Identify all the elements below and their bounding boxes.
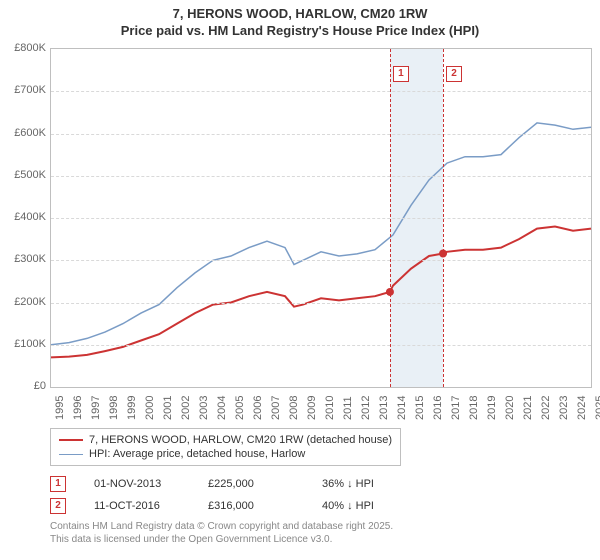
y-axis-label: £600K [2, 127, 46, 139]
transactions-table: 1 01-NOV-2013 £225,000 36% ↓ HPI 2 11-OCT-201… [50, 473, 408, 517]
x-axis-label: 2021 [522, 396, 534, 420]
event-marker: 1 [393, 66, 409, 82]
x-axis-label: 1996 [72, 396, 84, 420]
attribution-line2: This data is licensed under the Open Gov… [50, 534, 332, 545]
attribution: Contains HM Land Registry data © Crown c… [50, 520, 393, 546]
legend: 7, HERONS WOOD, HARLOW, CM20 1RW (detach… [50, 428, 401, 466]
title-line1: 7, HERONS WOOD, HARLOW, CM20 1RW [173, 6, 428, 21]
transaction-date: 11-OCT-2016 [94, 500, 180, 512]
y-axis-label: £100K [2, 338, 46, 350]
y-axis-label: £400K [2, 211, 46, 223]
y-axis-label: £300K [2, 253, 46, 265]
x-axis-label: 2020 [504, 396, 516, 420]
transaction-diff: 40% ↓ HPI [322, 500, 408, 512]
x-axis-label: 2022 [540, 396, 552, 420]
transaction-date: 01-NOV-2013 [94, 478, 180, 490]
y-axis-label: £800K [2, 42, 46, 54]
y-axis-label: £500K [2, 169, 46, 181]
attribution-line1: Contains HM Land Registry data © Crown c… [50, 521, 393, 532]
transaction-marker: 1 [50, 476, 66, 492]
x-axis-label: 2009 [306, 396, 318, 420]
title-line2: Price paid vs. HM Land Registry's House … [121, 23, 480, 38]
x-axis-label: 1997 [90, 396, 102, 420]
transaction-row: 2 11-OCT-2016 £316,000 40% ↓ HPI [50, 495, 408, 517]
legend-swatch [59, 454, 83, 455]
legend-item: 7, HERONS WOOD, HARLOW, CM20 1RW (detach… [59, 433, 392, 447]
x-axis-label: 2000 [144, 396, 156, 420]
chart-title: 7, HERONS WOOD, HARLOW, CM20 1RW Price p… [0, 0, 600, 40]
x-axis-label: 2011 [342, 396, 354, 420]
x-axis-label: 2023 [558, 396, 570, 420]
x-axis-label: 1999 [126, 396, 138, 420]
x-axis-label: 2003 [198, 396, 210, 420]
x-axis-label: 2018 [468, 396, 480, 420]
x-axis-label: 2005 [234, 396, 246, 420]
x-axis-label: 2025 [594, 396, 600, 420]
transaction-marker: 2 [50, 498, 66, 514]
transaction-row: 1 01-NOV-2013 £225,000 36% ↓ HPI [50, 473, 408, 495]
x-axis-label: 2006 [252, 396, 264, 420]
event-marker: 2 [446, 66, 462, 82]
legend-label: HPI: Average price, detached house, Harl… [89, 448, 305, 460]
x-axis-label: 2017 [450, 396, 462, 420]
transaction-price: £316,000 [208, 500, 294, 512]
x-axis-label: 2002 [180, 396, 192, 420]
x-axis-label: 2015 [414, 396, 426, 420]
x-axis-label: 2001 [162, 396, 174, 420]
x-axis-label: 2024 [576, 396, 588, 420]
x-axis-label: 1998 [108, 396, 120, 420]
x-axis-label: 2016 [432, 396, 444, 420]
y-axis-label: £0 [2, 380, 46, 392]
x-axis-label: 2010 [324, 396, 336, 420]
chart-area [50, 48, 592, 388]
legend-item: HPI: Average price, detached house, Harl… [59, 447, 392, 461]
x-axis-label: 2019 [486, 396, 498, 420]
legend-label: 7, HERONS WOOD, HARLOW, CM20 1RW (detach… [89, 434, 392, 446]
y-axis-label: £700K [2, 84, 46, 96]
x-axis-label: 2004 [216, 396, 228, 420]
transaction-diff: 36% ↓ HPI [322, 478, 408, 490]
x-axis-label: 2008 [288, 396, 300, 420]
series-hpi [51, 123, 591, 345]
x-axis-label: 1995 [54, 396, 66, 420]
x-axis-label: 2012 [360, 396, 372, 420]
transaction-price: £225,000 [208, 478, 294, 490]
legend-swatch [59, 439, 83, 441]
x-axis-label: 2013 [378, 396, 390, 420]
series-price_paid [51, 227, 591, 358]
y-axis-label: £200K [2, 296, 46, 308]
x-axis-label: 2007 [270, 396, 282, 420]
x-axis-label: 2014 [396, 396, 408, 420]
